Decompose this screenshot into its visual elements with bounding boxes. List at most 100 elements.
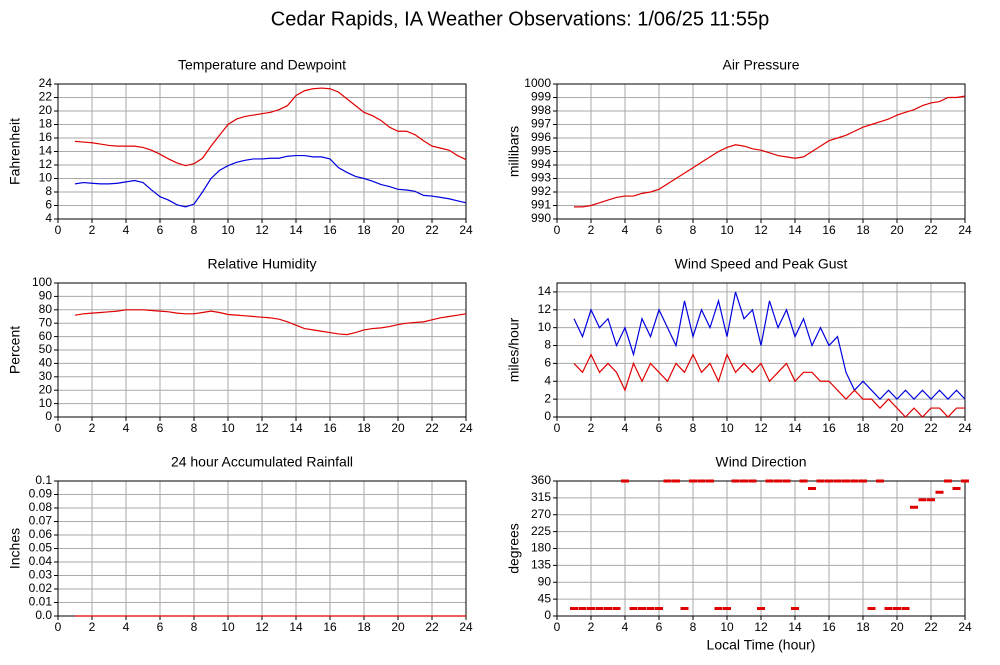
y-tick-label: 0 bbox=[544, 409, 551, 423]
y-tick-label: 994 bbox=[531, 157, 551, 171]
y-tick-label: 50 bbox=[39, 342, 53, 356]
data-point bbox=[910, 505, 918, 509]
data-point bbox=[672, 479, 680, 483]
x-tick-label: 8 bbox=[191, 421, 198, 435]
x-tick-label: 10 bbox=[221, 421, 235, 435]
data-point bbox=[918, 498, 927, 502]
x-tick-label: 4 bbox=[123, 421, 130, 435]
data-point bbox=[689, 479, 697, 483]
y-tick-label: 0 bbox=[544, 608, 551, 622]
x-tick-label: 4 bbox=[622, 620, 629, 634]
data-line bbox=[74, 154, 467, 208]
y-tick-label: 0.03 bbox=[29, 568, 53, 582]
y-tick-label: 0.0 bbox=[35, 608, 52, 622]
data-point bbox=[714, 607, 723, 610]
plot-frame bbox=[556, 83, 966, 220]
x-tick-label: 14 bbox=[289, 223, 303, 237]
panel-title: Wind Speed and Peak Gust bbox=[675, 256, 848, 272]
data-point bbox=[578, 607, 587, 610]
data-point bbox=[867, 607, 876, 610]
y-tick-label: 80 bbox=[39, 302, 53, 316]
y-tick-label: 12 bbox=[39, 157, 53, 171]
y-tick-label: 70 bbox=[39, 315, 53, 329]
data-point bbox=[816, 479, 825, 483]
y-axis-label: degrees bbox=[506, 523, 522, 574]
data-point bbox=[927, 498, 935, 502]
data-line bbox=[574, 95, 966, 208]
y-tick-label: 20 bbox=[39, 103, 53, 117]
data-line bbox=[74, 87, 467, 167]
data-point bbox=[706, 479, 714, 483]
x-tick-label: 12 bbox=[255, 421, 269, 435]
x-tick-label: 24 bbox=[459, 223, 473, 237]
plot-frame bbox=[556, 480, 966, 617]
data-point bbox=[850, 479, 859, 483]
y-tick-label: 997 bbox=[531, 117, 551, 131]
x-tick-label: 22 bbox=[924, 620, 938, 634]
data-point bbox=[697, 479, 706, 483]
panel-title: Air Pressure bbox=[722, 57, 799, 73]
y-tick-label: 100 bbox=[32, 275, 52, 289]
data-point bbox=[629, 607, 638, 610]
panel-title: Wind Direction bbox=[715, 454, 806, 470]
x-tick-label: 18 bbox=[856, 421, 870, 435]
y-tick-label: 360 bbox=[531, 473, 551, 487]
x-tick-label: 16 bbox=[822, 223, 836, 237]
y-tick-label: 996 bbox=[531, 130, 551, 144]
y-tick-label: 0.02 bbox=[29, 581, 53, 595]
x-tick-label: 6 bbox=[656, 421, 663, 435]
y-tick-label: 0.07 bbox=[29, 514, 53, 528]
data-point bbox=[782, 479, 791, 483]
data-point bbox=[731, 479, 740, 483]
data-point bbox=[944, 479, 952, 483]
y-tick-label: 4 bbox=[544, 373, 551, 387]
x-tick-label: 10 bbox=[221, 223, 235, 237]
data-point bbox=[680, 607, 689, 610]
y-tick-label: 999 bbox=[531, 90, 551, 104]
x-tick-label: 12 bbox=[754, 421, 768, 435]
y-tick-label: 24 bbox=[39, 76, 53, 90]
x-tick-label: 2 bbox=[89, 620, 96, 634]
y-tick-label: 990 bbox=[531, 211, 551, 225]
x-tick-label: 8 bbox=[191, 223, 198, 237]
y-tick-label: 14 bbox=[538, 284, 552, 298]
x-tick-label: 2 bbox=[588, 421, 595, 435]
data-point bbox=[663, 479, 672, 483]
y-tick-label: 993 bbox=[531, 171, 551, 185]
data-point bbox=[595, 607, 604, 610]
x-tick-label: 4 bbox=[123, 620, 130, 634]
data-point bbox=[791, 607, 799, 610]
y-tick-label: 40 bbox=[39, 356, 53, 370]
x-tick-label: 4 bbox=[123, 223, 130, 237]
x-tick-label: 6 bbox=[656, 223, 663, 237]
data-point bbox=[935, 490, 944, 494]
data-point bbox=[757, 607, 765, 610]
x-tick-label: 10 bbox=[221, 620, 235, 634]
panel-title: Relative Humidity bbox=[208, 256, 317, 272]
x-tick-label: 0 bbox=[55, 421, 62, 435]
x-tick-label: 14 bbox=[788, 223, 802, 237]
data-point bbox=[638, 607, 646, 610]
data-point bbox=[876, 479, 884, 483]
x-tick-label: 18 bbox=[357, 421, 371, 435]
x-tick-label: 24 bbox=[958, 223, 972, 237]
x-tick-label: 8 bbox=[690, 223, 697, 237]
y-tick-label: 315 bbox=[531, 490, 551, 504]
y-tick-label: 20 bbox=[39, 382, 53, 396]
y-tick-label: 90 bbox=[538, 574, 552, 588]
x-tick-label: 14 bbox=[788, 620, 802, 634]
y-axis-label: Fahrenheit bbox=[7, 118, 23, 185]
y-axis-label: miles/hour bbox=[506, 317, 522, 382]
y-tick-label: 4 bbox=[45, 211, 52, 225]
data-line bbox=[573, 352, 965, 418]
y-tick-label: 270 bbox=[531, 507, 551, 521]
y-tick-label: 1000 bbox=[524, 76, 551, 90]
data-point bbox=[808, 487, 816, 490]
y-tick-label: 0.08 bbox=[29, 500, 53, 514]
y-tick-label: 16 bbox=[39, 130, 53, 144]
data-point bbox=[587, 607, 595, 610]
x-tick-label: 20 bbox=[890, 223, 904, 237]
y-tick-label: 998 bbox=[531, 103, 551, 117]
